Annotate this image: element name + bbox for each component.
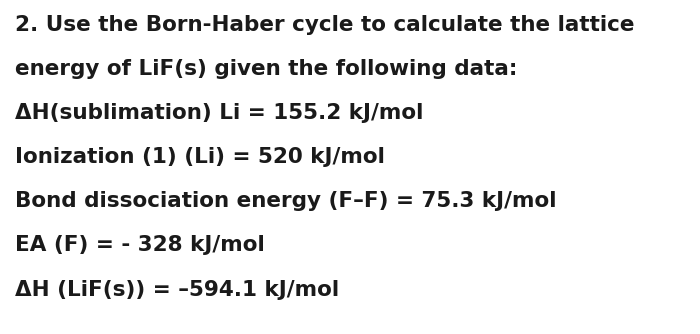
Text: Ionization (1) (Li) = 520 kJ/mol: Ionization (1) (Li) = 520 kJ/mol xyxy=(15,147,385,167)
Text: energy of LiF(s) given the following data:: energy of LiF(s) given the following dat… xyxy=(15,59,518,79)
Text: Bond dissociation energy (F–F) = 75.3 kJ/mol: Bond dissociation energy (F–F) = 75.3 kJ… xyxy=(15,191,557,211)
Text: ΔH(sublimation) Li = 155.2 kJ/mol: ΔH(sublimation) Li = 155.2 kJ/mol xyxy=(15,103,423,123)
Text: ΔH (LiF(s)) = –594.1 kJ/mol: ΔH (LiF(s)) = –594.1 kJ/mol xyxy=(15,280,339,300)
Text: EA (F) = - 328 kJ/mol: EA (F) = - 328 kJ/mol xyxy=(15,235,265,256)
Text: 2. Use the Born-Haber cycle to calculate the lattice: 2. Use the Born-Haber cycle to calculate… xyxy=(15,15,635,35)
